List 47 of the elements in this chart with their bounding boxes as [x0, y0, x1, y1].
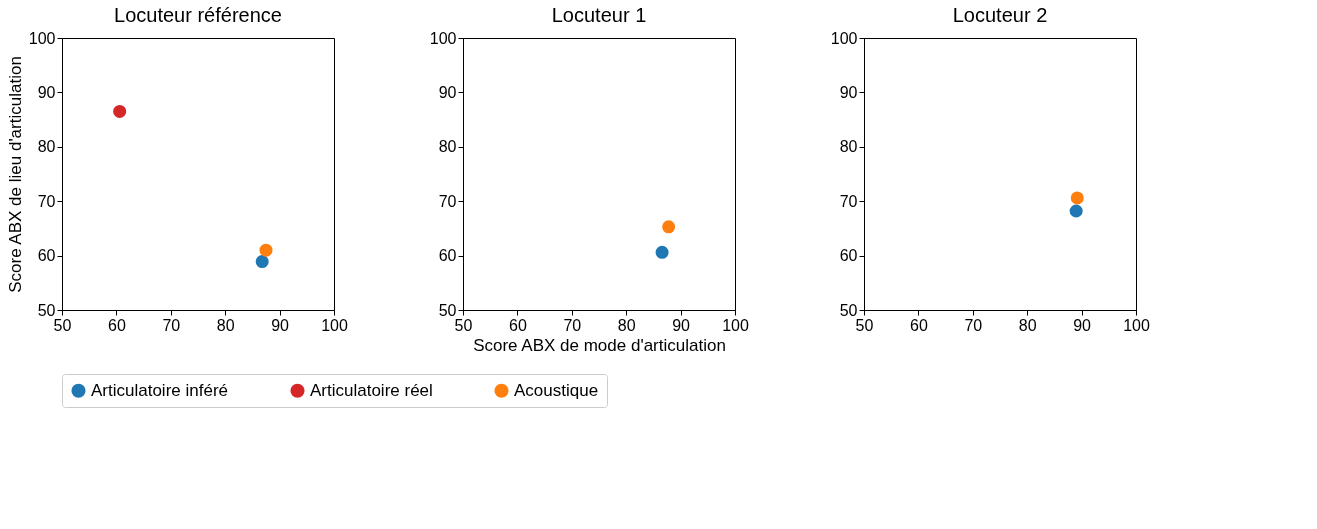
y-tick-label: 60	[839, 247, 858, 265]
y-tick-label: 50	[438, 301, 457, 319]
y-axis-title: Score ABX de lieu d'articulation	[5, 56, 25, 293]
x-tick-label: 90	[271, 316, 290, 334]
x-tick-label: 50	[454, 316, 473, 334]
y-tick-label: 90	[37, 83, 56, 101]
y-tick-label: 80	[37, 138, 56, 156]
x-tick-label: 100	[321, 316, 348, 334]
x-tick-label: 50	[53, 316, 72, 334]
x-tick-label: 80	[216, 316, 235, 334]
x-tick-label: 60	[509, 316, 527, 334]
y-tick-label: 100	[429, 29, 457, 47]
y-tick-label: 60	[37, 247, 56, 265]
x-tick-label: 100	[1123, 316, 1150, 334]
legend-label: Articulatoire inféré	[91, 380, 229, 400]
y-tick-label: 80	[438, 138, 457, 156]
x-tick-label: 70	[563, 316, 582, 334]
y-tick-label: 70	[839, 192, 858, 210]
x-tick-label: 70	[162, 316, 181, 334]
chart-title: Locuteur 2	[952, 4, 1048, 26]
y-tick-label: 100	[28, 29, 56, 47]
chart-title: Locuteur référence	[114, 4, 282, 26]
chart-title: Locuteur 1	[551, 4, 647, 26]
x-tick-label: 80	[617, 316, 636, 334]
y-tick-label: 90	[438, 83, 457, 101]
x-tick-label: 90	[1073, 316, 1092, 334]
y-tick-label: 50	[839, 301, 858, 319]
point	[113, 104, 127, 118]
x-tick-label: 80	[1018, 316, 1037, 334]
x-axis-title: Score ABX de mode d'articulation	[473, 335, 726, 355]
y-tick-label: 80	[839, 138, 858, 156]
x-tick-label: 50	[855, 316, 874, 334]
x-tick-label: 100	[722, 316, 749, 334]
y-tick-label: 70	[37, 192, 56, 210]
y-tick-label: 60	[438, 247, 457, 265]
y-tick-label: 90	[839, 83, 858, 101]
y-tick-label: 70	[438, 192, 457, 210]
y-tick-label: 100	[830, 29, 858, 47]
legend-label: Acoustique	[514, 380, 599, 400]
x-tick-label: 60	[910, 316, 928, 334]
legend-label: Articulatoire réel	[310, 380, 433, 400]
point	[255, 255, 269, 269]
point	[259, 243, 273, 257]
x-tick-label: 70	[964, 316, 983, 334]
x-tick-label: 90	[672, 316, 691, 334]
y-tick-label: 50	[37, 301, 56, 319]
x-tick-label: 60	[108, 316, 126, 334]
